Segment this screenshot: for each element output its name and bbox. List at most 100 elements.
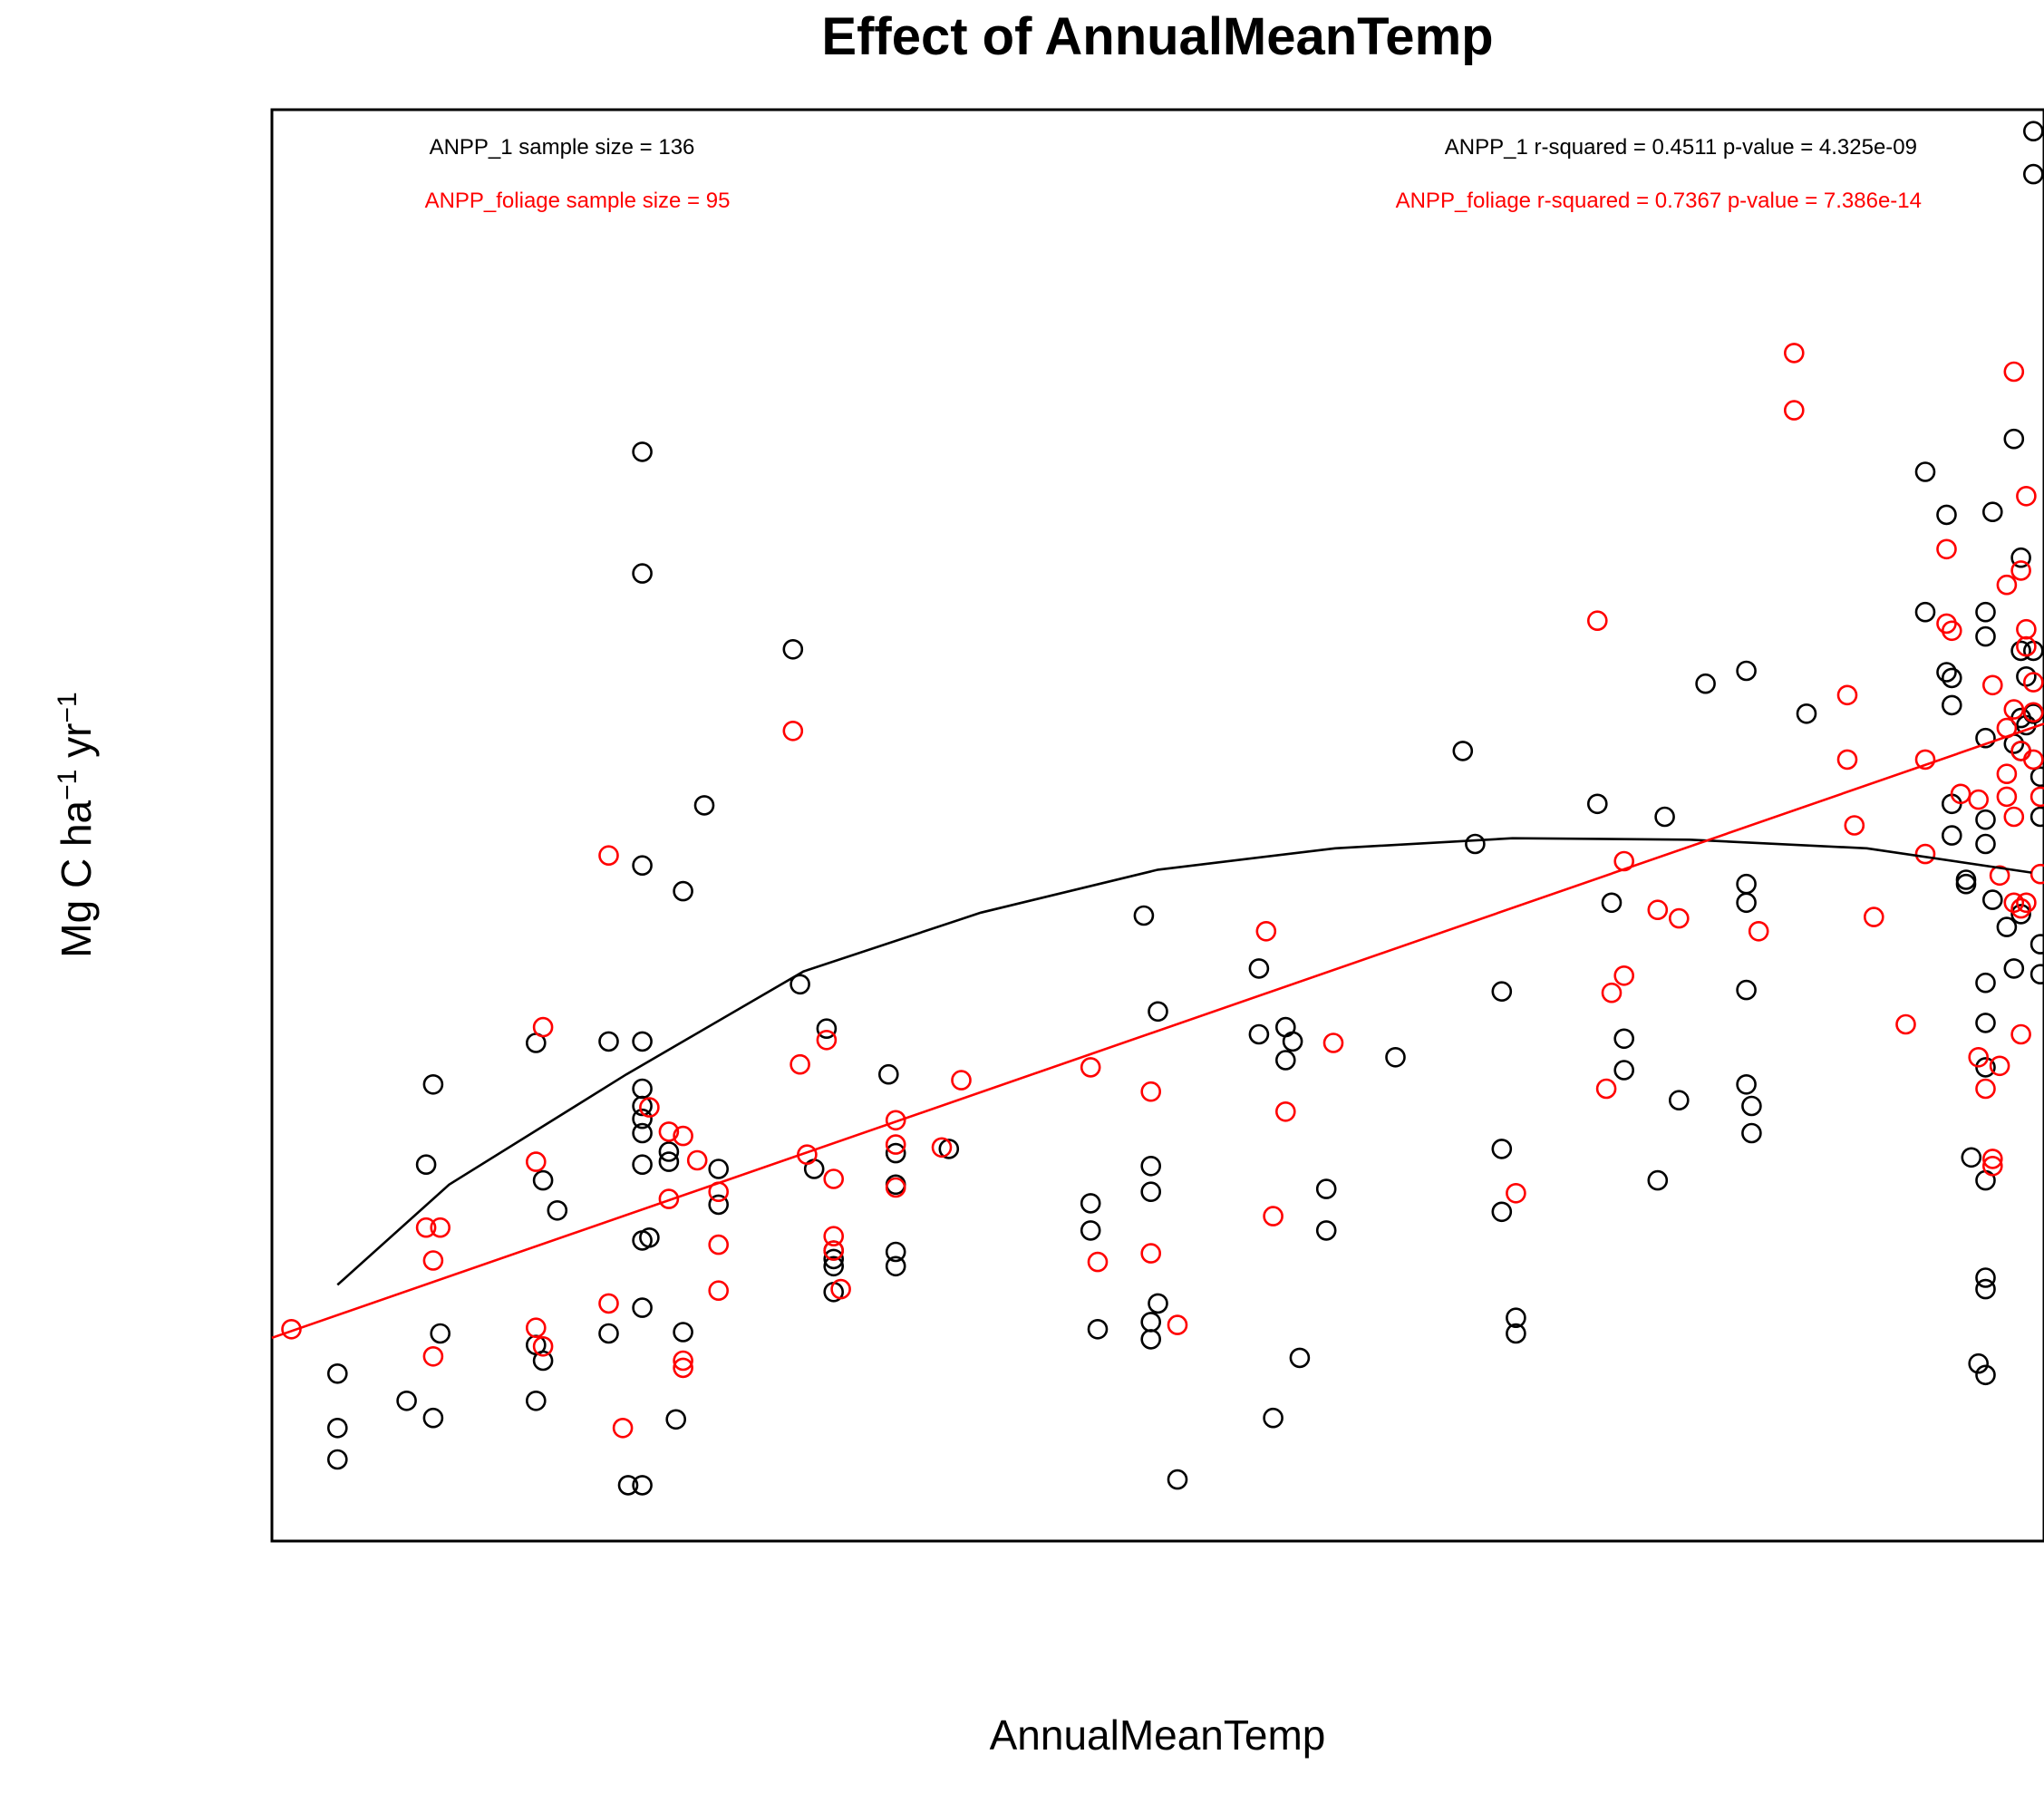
point-anpp-1-16 [632,441,653,462]
y-axis-label: Mg C ha−1 yr−1 [53,692,101,957]
point-anpp-1-99 [1936,662,1957,683]
point-anpp-foliage-55 [1836,684,1858,706]
plot-frame [270,108,2044,1543]
fit-line-anpp-1 [336,837,2032,1286]
point-anpp-1-33 [665,1409,687,1430]
point-anpp-foliage-89 [2010,1023,2031,1045]
point-anpp-1-97 [1914,601,1936,623]
point-anpp-1-58 [1140,1181,1161,1202]
point-anpp-1-115 [1975,625,1996,647]
point-anpp-foliage-34 [951,1070,972,1091]
point-anpp-1-137 [2010,904,2031,925]
point-anpp-1-14 [598,1031,619,1052]
point-anpp-1-17 [632,563,653,584]
foliage-sample-size-label: ANPP_foliage sample size = 95 [425,189,731,213]
point-anpp-foliage-78 [2029,863,2044,885]
point-anpp-1-34 [693,795,715,816]
point-anpp-1-21 [632,1095,653,1117]
point-anpp-foliage-22 [782,720,804,742]
point-anpp-foliage-65 [1968,789,1989,810]
point-anpp-1-19 [632,1031,653,1052]
point-anpp-foliage-39 [1167,1314,1188,1335]
point-anpp-1-135 [1961,1147,1982,1168]
point-anpp-1-54 [1087,1319,1109,1340]
point-anpp-foliage-53 [1784,343,1805,364]
point-anpp-foliage-52 [1748,921,1769,942]
point-anpp-1-88 [1736,660,1757,682]
point-anpp-1-32 [673,1322,693,1343]
point-anpp-foliage-33 [931,1137,953,1159]
fits-layer [271,722,2044,1340]
point-anpp-foliage-10 [598,1293,619,1314]
point-anpp-1-89 [1796,703,1817,724]
point-anpp-foliage-94 [1950,783,1971,805]
point-anpp-foliage-12 [639,1097,660,1118]
y-axis-label-mid: yr [53,723,100,770]
point-anpp-1-29 [639,1227,660,1248]
point-anpp-1-38 [782,638,804,660]
point-anpp-foliage-64 [1942,620,1962,642]
point-anpp-foliage-57 [1844,815,1865,836]
point-anpp-foliage-61 [1895,1013,1916,1035]
point-anpp-1-120 [2029,766,2044,788]
point-anpp-foliage-71 [2003,806,2025,828]
anpp1-stats-label: ANPP_1 r-squared = 0.4511 p-value = 4.32… [1445,135,1917,160]
point-anpp-1-82 [1613,1028,1634,1050]
point-anpp-foliage-48 [1613,965,1634,986]
point-anpp-1-116 [1975,601,1996,623]
point-anpp-1-121 [2029,806,2044,828]
point-anpp-1-47 [885,1142,906,1164]
point-anpp-1-75 [1491,981,1513,1002]
point-anpp-1-73 [1452,741,1474,761]
point-anpp-1-112 [1975,727,1996,749]
point-anpp-foliage-36 [1087,1251,1109,1273]
point-anpp-foliage-20 [673,1350,693,1372]
point-anpp-foliage-92 [1982,1149,2003,1169]
point-anpp-1-13 [532,1350,554,1372]
point-anpp-foliage-31 [885,1134,906,1155]
point-anpp-foliage-26 [823,1226,845,1246]
point-anpp-1-93 [1736,1074,1757,1095]
point-anpp-foliage-93 [1982,1156,2003,1177]
point-anpp-1-136 [1982,889,2003,910]
point-anpp-1-26 [632,1297,653,1318]
point-anpp-foliage-85 [2023,672,2044,693]
point-anpp-foliage-8 [525,1151,547,1172]
point-anpp-1-83 [1613,1060,1634,1081]
point-anpp-1-100 [1942,667,1962,689]
point-anpp-1-140 [2016,665,2037,687]
point-anpp-1-44 [823,1256,845,1277]
point-anpp-1-85 [1647,1169,1669,1191]
point-anpp-foliage-60 [1914,843,1936,865]
point-anpp-1-95 [1741,1122,1762,1144]
point-anpp-1-1 [326,1418,348,1439]
point-anpp-foliage-3 [422,1250,444,1271]
point-anpp-foliage-80 [1989,865,2010,887]
point-anpp-foliage-5 [525,1317,547,1338]
point-anpp-foliage-18 [708,1234,730,1256]
point-anpp-1-7 [422,1407,444,1429]
point-anpp-1-27 [632,1475,653,1496]
x-axis-label: AnnualMeanTemp [990,1711,1326,1759]
point-anpp-1-78 [1506,1307,1526,1328]
point-anpp-1-77 [1491,1201,1513,1223]
point-anpp-1-81 [1601,892,1623,914]
point-anpp-1-22 [632,1108,653,1129]
point-anpp-1-55 [1133,905,1155,926]
point-anpp-1-64 [1248,1023,1270,1045]
point-anpp-foliage-50 [1647,899,1669,921]
point-anpp-1-37 [708,1194,730,1216]
point-anpp-foliage-28 [816,1030,838,1051]
point-anpp-1-109 [2023,121,2044,141]
point-anpp-1-56 [1148,1001,1168,1023]
point-anpp-1-129 [1975,1057,1996,1078]
point-anpp-1-20 [632,1078,653,1100]
point-anpp-1-53 [1080,1220,1101,1241]
point-anpp-1-4 [415,1154,437,1175]
point-anpp-foliage-29 [830,1278,851,1300]
points-layer [281,121,2044,1496]
point-anpp-1-132 [1975,1267,1996,1288]
y-axis-label-sup2: −1 [53,692,82,722]
point-anpp-foliage-70 [1996,763,2018,785]
point-anpp-foliage-9 [598,845,619,867]
